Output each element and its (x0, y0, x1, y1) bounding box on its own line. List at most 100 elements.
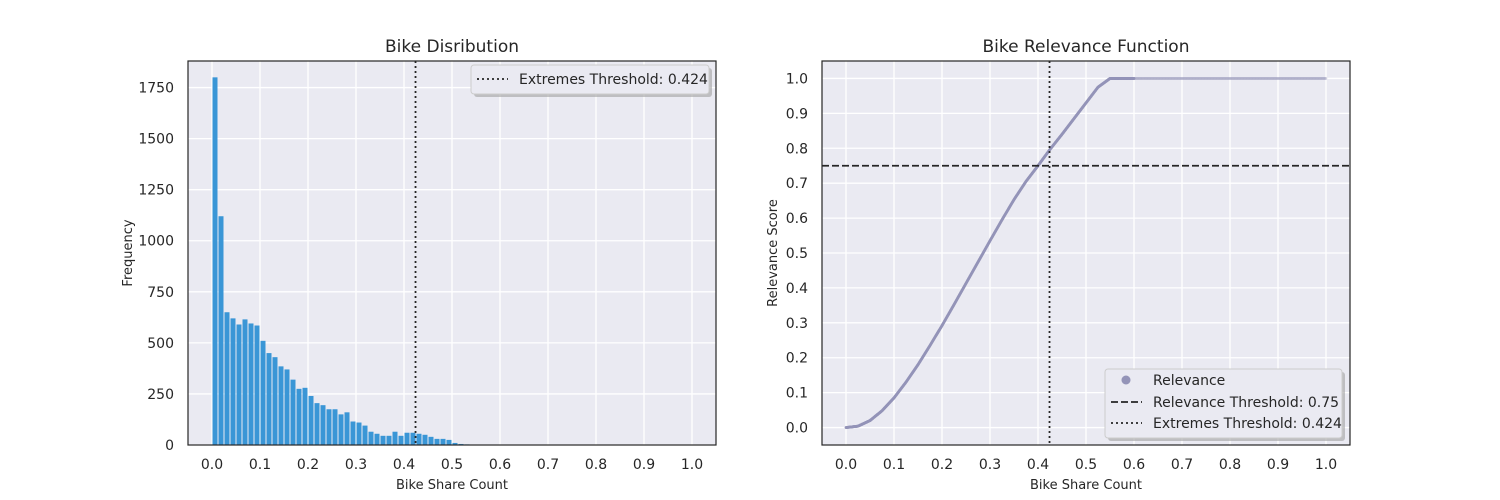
relevance-point (1324, 77, 1327, 80)
relevance-point (1183, 77, 1186, 80)
relevance-point (1147, 77, 1150, 80)
histogram-bar (284, 369, 290, 445)
relevance-y-axis-label: Relevance Score (766, 199, 781, 307)
histogram-bar (242, 319, 248, 445)
relevance-point (1249, 77, 1253, 80)
relevance-point (1198, 77, 1202, 80)
x-tick-label: 1.0 (1315, 457, 1337, 473)
relevance-point (1173, 77, 1177, 80)
relevance-point (1138, 77, 1142, 80)
relevance-point (1231, 77, 1235, 80)
relevance-point (1137, 77, 1141, 80)
relevance-point (1177, 77, 1180, 80)
relevance-point (1289, 77, 1293, 80)
relevance-point (1181, 77, 1185, 80)
x-tick-label: 0.1 (249, 457, 271, 473)
relevance-point (1223, 77, 1227, 80)
relevance-point (1306, 77, 1309, 80)
relevance-point (1259, 77, 1263, 80)
relevance-point (1200, 77, 1204, 80)
relevance-point (1180, 77, 1184, 80)
relevance-point (1220, 77, 1224, 80)
y-tick-label: 500 (147, 336, 174, 352)
relevance-point (1224, 77, 1228, 80)
relevance-point (1174, 77, 1178, 80)
relevance-point (1202, 77, 1206, 80)
histogram-bar (260, 340, 266, 445)
relevance-point (1139, 77, 1142, 80)
relevance-point (1151, 77, 1154, 80)
relevance-point (1239, 77, 1243, 80)
relevance-point (1146, 77, 1150, 80)
relevance-point (1145, 77, 1149, 80)
relevance-point (1154, 77, 1157, 80)
relevance-point (1297, 77, 1300, 80)
relevance-point (1226, 77, 1230, 80)
relevance-point (1259, 77, 1262, 80)
relevance-point (1171, 77, 1175, 80)
relevance-point (1246, 77, 1250, 80)
histogram-bar (362, 425, 368, 445)
relevance-point (1273, 77, 1277, 80)
relevance-point (1219, 77, 1222, 80)
relevance-point (1241, 77, 1244, 80)
relevance-point (1176, 77, 1180, 80)
relevance-point (1178, 77, 1182, 80)
x-tick-label: 0.9 (1267, 457, 1289, 473)
relevance-point (1222, 77, 1225, 80)
relevance-point (1267, 77, 1271, 80)
histogram-bar (296, 388, 302, 445)
relevance-legend: Relevance Relevance Threshold: 0.75 Extr… (1104, 368, 1345, 441)
relevance-point (1314, 77, 1318, 80)
relevance-point (1253, 77, 1257, 80)
relevance-point (1135, 77, 1138, 80)
histogram-y-axis-label: Frequency (121, 219, 136, 286)
relevance-y-ticks: 0.0 0.1 0.2 0.3 0.4 0.5 0.6 0.7 0.8 0.9 1.0 (786, 71, 808, 436)
relevance-point (1310, 77, 1314, 80)
relevance-point (1258, 77, 1261, 80)
relevance-point (1213, 77, 1216, 80)
relevance-points (844, 77, 1328, 429)
relevance-point (1232, 77, 1236, 80)
relevance-point (1174, 77, 1177, 80)
x-tick-label: 0.2 (297, 457, 319, 473)
relevance-point (1191, 77, 1195, 80)
relevance-point (1225, 77, 1228, 80)
x-tick-label: 1.0 (681, 457, 703, 473)
relevance-point (1297, 77, 1301, 80)
relevance-point (1262, 77, 1266, 80)
relevance-frame (821, 60, 1351, 446)
relevance-point (1282, 77, 1286, 80)
relevance-point (1265, 77, 1269, 80)
relevance-point (1187, 77, 1190, 80)
relevance-point (1252, 77, 1255, 80)
relevance-point (1153, 77, 1157, 80)
relevance-point (1167, 77, 1171, 80)
relevance-point (1182, 77, 1186, 80)
relevance-point (1181, 77, 1184, 80)
relevance-point (1141, 77, 1145, 80)
relevance-point (1309, 77, 1312, 80)
relevance-point (1307, 77, 1310, 80)
relevance-point (1203, 77, 1207, 80)
relevance-point (1298, 77, 1301, 80)
relevance-point (1195, 77, 1198, 80)
relevance-point (1155, 77, 1159, 80)
relevance-point (1288, 77, 1292, 80)
relevance-point (1322, 77, 1325, 80)
relevance-point (1140, 77, 1144, 80)
relevance-point (1211, 77, 1214, 80)
relevance-point (1205, 77, 1209, 80)
histogram-legend-box (470, 64, 710, 95)
relevance-point (1196, 77, 1199, 80)
relevance-point (1213, 77, 1217, 80)
relevance-point (1250, 77, 1253, 80)
relevance-point (1300, 77, 1303, 80)
relevance-point (1277, 77, 1280, 80)
relevance-point (1168, 77, 1171, 80)
relevance-point (1315, 77, 1318, 80)
relevance-point (1229, 77, 1232, 80)
y-tick-label: 0.3 (786, 316, 808, 332)
relevance-point (1261, 77, 1265, 80)
relevance-point (1157, 77, 1161, 80)
